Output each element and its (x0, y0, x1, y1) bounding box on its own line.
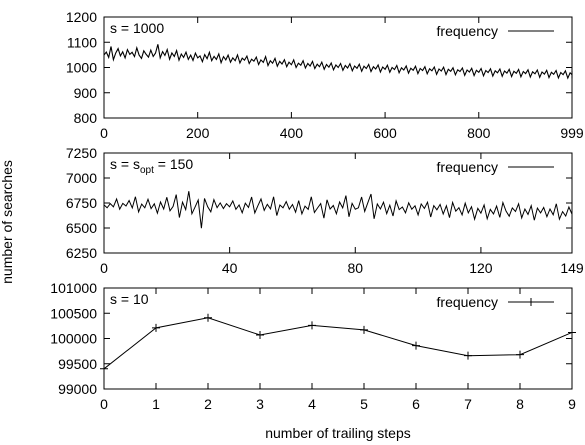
data-point-marker (412, 341, 420, 350)
series-line-frequency (103, 191, 573, 229)
panel-label: s = 10 (110, 291, 149, 307)
x-tick-label: 40 (222, 260, 238, 276)
data-point-marker (464, 351, 472, 360)
y-tick-label: 6500 (66, 220, 97, 236)
series-line-frequency (103, 44, 573, 80)
x-tick-label: 8 (516, 396, 524, 412)
chart-panel-3: 99000 99500 100000 100500 101000 0 1 2 3 4 5 6 7 8 9 s … (50, 280, 576, 412)
x-tick-label: 2 (204, 396, 212, 412)
panel-label-tail: = 150 (154, 156, 194, 172)
panel-label-subscript: opt (140, 165, 154, 176)
x-tick-label: 120 (469, 260, 493, 276)
x-tick-label: 999 (560, 125, 584, 141)
x-tick-label: 1 (152, 396, 160, 412)
x-tick-label: 0 (100, 260, 108, 276)
y-tick-label: 99000 (58, 381, 97, 397)
panel-label: s = 1000 (110, 20, 164, 36)
chart-panel-2: 6250 6500 6750 7000 7250 0 40 80 120 149 s = sopt … (66, 145, 584, 276)
y-tick-label: 7000 (66, 170, 97, 186)
x-tick-label: 7 (464, 396, 472, 412)
x-tick-label: 200 (186, 125, 210, 141)
legend-label: frequency (437, 159, 498, 175)
x-tick-label: 5 (360, 396, 368, 412)
chart-panel-1: 800 900 1000 1100 1200 0 200 400 600 800 999 s = 10… (66, 9, 584, 141)
data-point-marker (308, 321, 316, 330)
x-tick-label: 149 (560, 260, 584, 276)
y-tick-label: 1100 (67, 34, 97, 50)
plot-frame (103, 287, 573, 390)
y-tick-label: 6250 (66, 245, 97, 261)
x-tick-label: 800 (467, 125, 491, 141)
y-tick-label: 900 (74, 85, 98, 101)
y-tick-label: 1000 (66, 60, 97, 76)
y-tick-label: 7250 (66, 145, 97, 161)
data-point-marker (516, 350, 524, 359)
legend-label: frequency (437, 294, 498, 310)
data-point-marker (360, 325, 368, 334)
x-tick-label: 9 (568, 396, 576, 412)
y-tick-label: 101000 (50, 280, 97, 296)
data-point-marker (256, 330, 264, 339)
data-point-marker (152, 323, 160, 332)
y-tick-label: 100000 (50, 331, 97, 347)
panel-label: s = sopt = 150 (110, 156, 193, 176)
y-tick-label: 99500 (58, 356, 97, 372)
x-tick-label: 0 (100, 396, 108, 412)
y-tick-label: 800 (74, 110, 98, 126)
y-tick-label: 1200 (66, 9, 97, 25)
x-axis-label: number of trailing steps (265, 425, 411, 441)
y-tick-label: 6750 (66, 195, 97, 211)
x-tick-label: 0 (100, 125, 108, 141)
x-tick-label: 3 (256, 396, 264, 412)
x-tick-label: 6 (412, 396, 420, 412)
x-tick-label: 400 (280, 125, 304, 141)
x-tick-label: 4 (308, 396, 316, 412)
data-point-marker (100, 364, 108, 373)
data-point-marker (568, 328, 576, 337)
legend-marker-sample (527, 298, 535, 306)
legend-label: frequency (437, 23, 498, 39)
data-point-marker (204, 313, 212, 322)
x-tick-label: 80 (347, 260, 363, 276)
series-line-frequency (103, 317, 573, 370)
y-axis-label: number of searches (0, 160, 15, 284)
x-tick-label: 600 (373, 125, 397, 141)
y-tick-label: 100500 (50, 305, 97, 321)
